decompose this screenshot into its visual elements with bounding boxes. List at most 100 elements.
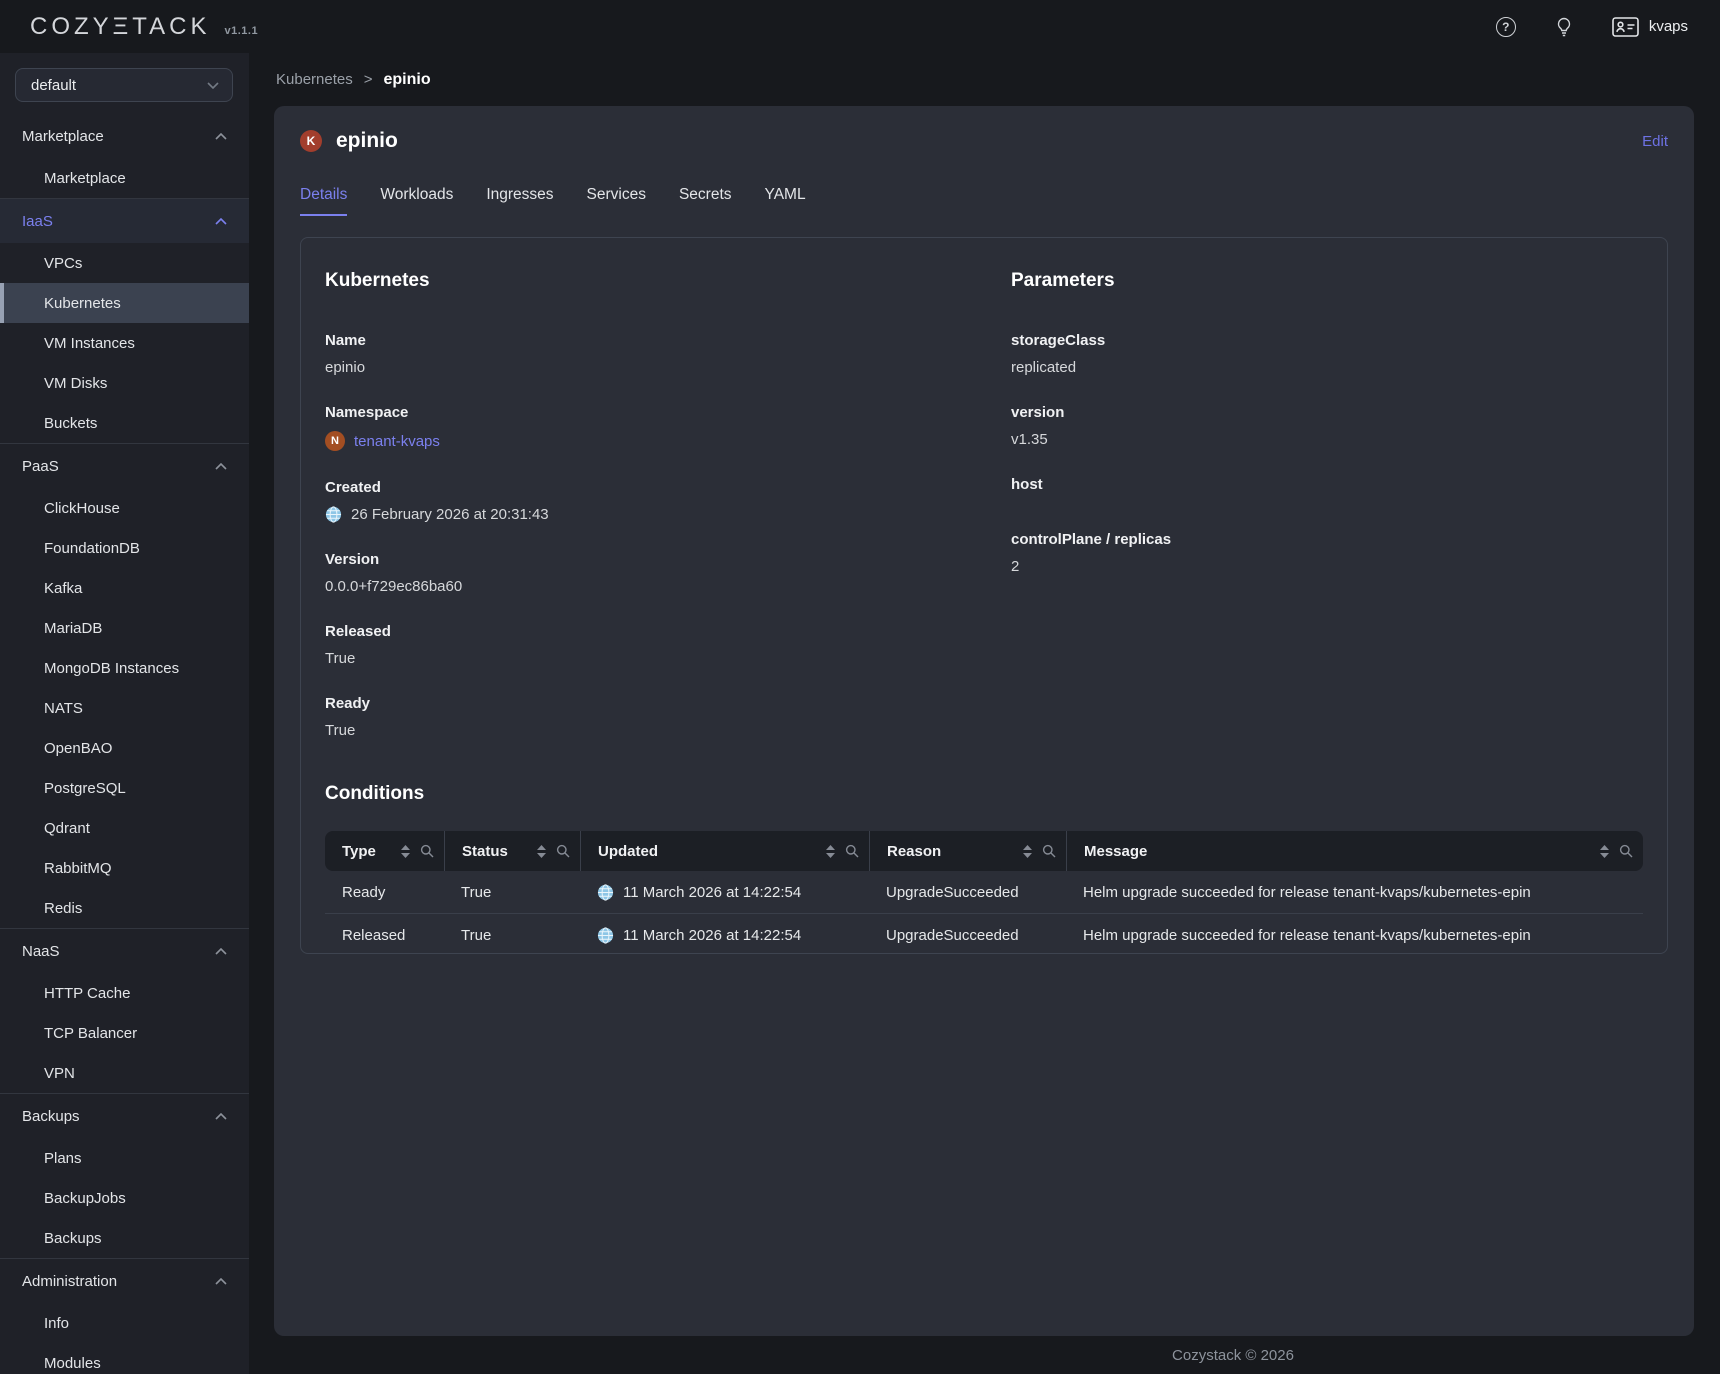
sidebar-item-clickhouse[interactable]: ClickHouse bbox=[44, 499, 120, 517]
topbar-actions: ? kvaps bbox=[1495, 16, 1688, 37]
search-icon[interactable] bbox=[1619, 844, 1633, 858]
sidebar-item-qdrant[interactable]: Qdrant bbox=[44, 819, 90, 837]
conditions-table: Type Status bbox=[325, 831, 1643, 953]
sidebar-section-header-marketplace[interactable]: Marketplace bbox=[0, 114, 249, 158]
sidebar: default Marketplace Marketplace IaaS VPC… bbox=[0, 53, 249, 1374]
sort-icon[interactable] bbox=[400, 844, 411, 859]
field-label: Namespace bbox=[325, 404, 409, 421]
cell-status: True bbox=[461, 926, 492, 944]
column-label: Status bbox=[462, 842, 508, 860]
sidebar-section-header-paas[interactable]: PaaS bbox=[0, 444, 249, 488]
sidebar-item-tcp-balancer[interactable]: TCP Balancer bbox=[44, 1024, 138, 1042]
sidebar-section-paas: PaaS ClickHouse FoundationDB Kafka Maria… bbox=[0, 443, 249, 928]
tab-workloads[interactable]: Workloads bbox=[380, 186, 454, 203]
sidebar-item-foundationdb[interactable]: FoundationDB bbox=[44, 539, 140, 557]
footer-copyright: Cozystack © 2026 bbox=[1172, 1346, 1294, 1364]
sidebar-item-mongodb-instances[interactable]: MongoDB Instances bbox=[44, 659, 180, 677]
section-label: NaaS bbox=[22, 942, 60, 960]
parameters-section-title: Parameters bbox=[1011, 270, 1115, 291]
sidebar-item-redis[interactable]: Redis bbox=[44, 899, 83, 917]
sidebar-item-info[interactable]: Info bbox=[44, 1314, 70, 1332]
username: kvaps bbox=[1648, 18, 1688, 35]
sidebar-section-header-backups[interactable]: Backups bbox=[0, 1094, 249, 1138]
sidebar-section-header-naas[interactable]: NaaS bbox=[0, 929, 249, 973]
sidebar-item-nats[interactable]: NATS bbox=[44, 699, 83, 717]
search-icon[interactable] bbox=[845, 844, 859, 858]
search-icon[interactable] bbox=[1042, 844, 1056, 858]
namespace-link[interactable]: tenant-kvaps bbox=[354, 432, 440, 450]
sidebar-section-header-iaas[interactable]: IaaS bbox=[0, 199, 249, 243]
column-header-type: Type bbox=[325, 831, 444, 871]
sidebar-item-backups[interactable]: Backups bbox=[44, 1229, 102, 1247]
chevron-up-icon bbox=[215, 947, 227, 955]
breadcrumb: Kubernetes > epinio bbox=[249, 53, 1720, 106]
sidebar-item-plans[interactable]: Plans bbox=[44, 1149, 82, 1167]
sidebar-item-openbao[interactable]: OpenBAO bbox=[44, 739, 113, 757]
section-label: IaaS bbox=[22, 212, 53, 230]
sort-icon[interactable] bbox=[1599, 844, 1610, 859]
theme-toggle-button[interactable] bbox=[1556, 17, 1572, 37]
tab-bar: Details Workloads Ingresses Services Sec… bbox=[300, 186, 1668, 216]
sidebar-item-kubernetes[interactable]: Kubernetes bbox=[0, 283, 249, 323]
details-panel: Kubernetes Name epinio Namespace N tenan… bbox=[300, 237, 1668, 954]
kubernetes-section: Kubernetes Name epinio Namespace N tenan… bbox=[325, 262, 1011, 739]
tab-services[interactable]: Services bbox=[586, 186, 646, 203]
sidebar-item-backupjobs[interactable]: BackupJobs bbox=[44, 1189, 126, 1207]
tab-ingresses[interactable]: Ingresses bbox=[486, 186, 554, 203]
id-card-icon bbox=[1612, 16, 1639, 37]
field-label: storageClass bbox=[1011, 332, 1106, 349]
table-row[interactable]: Released True 11 March 2026 at 14:22:54 … bbox=[325, 914, 1643, 953]
field-storageclass: storageClass replicated bbox=[1011, 332, 1643, 376]
search-icon[interactable] bbox=[420, 844, 434, 858]
field-label: Released bbox=[325, 623, 391, 640]
created-value: 26 February 2026 at 20:31:43 bbox=[351, 506, 549, 523]
tab-secrets[interactable]: Secrets bbox=[678, 186, 732, 203]
namespace-badge-icon: N bbox=[325, 431, 345, 451]
sidebar-item-http-cache[interactable]: HTTP Cache bbox=[44, 984, 131, 1002]
sort-icon[interactable] bbox=[825, 844, 836, 859]
cell-reason: UpgradeSucceeded bbox=[886, 926, 1019, 944]
updated-value: 11 March 2026 at 14:22:54 bbox=[623, 926, 802, 944]
field-ready: Ready True bbox=[325, 695, 1011, 739]
field-released: Released True bbox=[325, 623, 1011, 667]
sidebar-item-marketplace[interactable]: Marketplace bbox=[44, 169, 126, 187]
sidebar-item-vpcs[interactable]: VPCs bbox=[44, 254, 83, 272]
details-columns: Kubernetes Name epinio Namespace N tenan… bbox=[325, 262, 1643, 739]
sidebar-item-buckets[interactable]: Buckets bbox=[44, 414, 98, 432]
sort-icon[interactable] bbox=[1022, 844, 1033, 859]
edit-button[interactable]: Edit bbox=[1642, 132, 1668, 150]
sidebar-item-vm-disks[interactable]: VM Disks bbox=[44, 374, 108, 392]
field-value: 0.0.0+f729ec86ba60 bbox=[325, 578, 463, 595]
field-param-version: version v1.35 bbox=[1011, 404, 1643, 448]
field-name: Name epinio bbox=[325, 332, 1011, 376]
tenant-select[interactable]: default bbox=[15, 68, 233, 102]
sidebar-item-postgresql[interactable]: PostgreSQL bbox=[44, 779, 126, 797]
sidebar-item-vm-instances[interactable]: VM Instances bbox=[44, 334, 135, 352]
sidebar-section-header-administration[interactable]: Administration bbox=[0, 1259, 249, 1303]
search-icon[interactable] bbox=[556, 844, 570, 858]
user-menu[interactable]: kvaps bbox=[1612, 16, 1688, 37]
field-label: host bbox=[1011, 476, 1043, 493]
main-area: Kubernetes > epinio K epinio Edit Detail… bbox=[249, 53, 1720, 1374]
sidebar-item-rabbitmq[interactable]: RabbitMQ bbox=[44, 859, 112, 877]
field-label: Version bbox=[325, 551, 380, 568]
sort-icon[interactable] bbox=[536, 844, 547, 859]
field-value: 2 bbox=[1011, 558, 1020, 575]
column-label: Reason bbox=[887, 842, 942, 860]
table-row[interactable]: Ready True 11 March 2026 at 14:22:54 Upg… bbox=[325, 871, 1643, 914]
field-label: Created bbox=[325, 479, 381, 496]
section-label: PaaS bbox=[22, 457, 59, 475]
help-button[interactable]: ? bbox=[1495, 16, 1516, 37]
breadcrumb-kubernetes[interactable]: Kubernetes bbox=[276, 71, 353, 88]
sidebar-item-vpn[interactable]: VPN bbox=[44, 1064, 75, 1082]
help-icon: ? bbox=[1495, 16, 1516, 37]
sidebar-item-kafka[interactable]: Kafka bbox=[44, 579, 83, 597]
chevron-up-icon bbox=[215, 462, 227, 470]
tab-details[interactable]: Details bbox=[300, 186, 348, 216]
page-title: epinio bbox=[336, 129, 398, 152]
sidebar-item-modules[interactable]: Modules bbox=[44, 1354, 101, 1372]
field-value: epinio bbox=[325, 359, 366, 376]
tab-yaml[interactable]: YAML bbox=[764, 186, 806, 203]
sidebar-item-mariadb[interactable]: MariaDB bbox=[44, 619, 103, 637]
